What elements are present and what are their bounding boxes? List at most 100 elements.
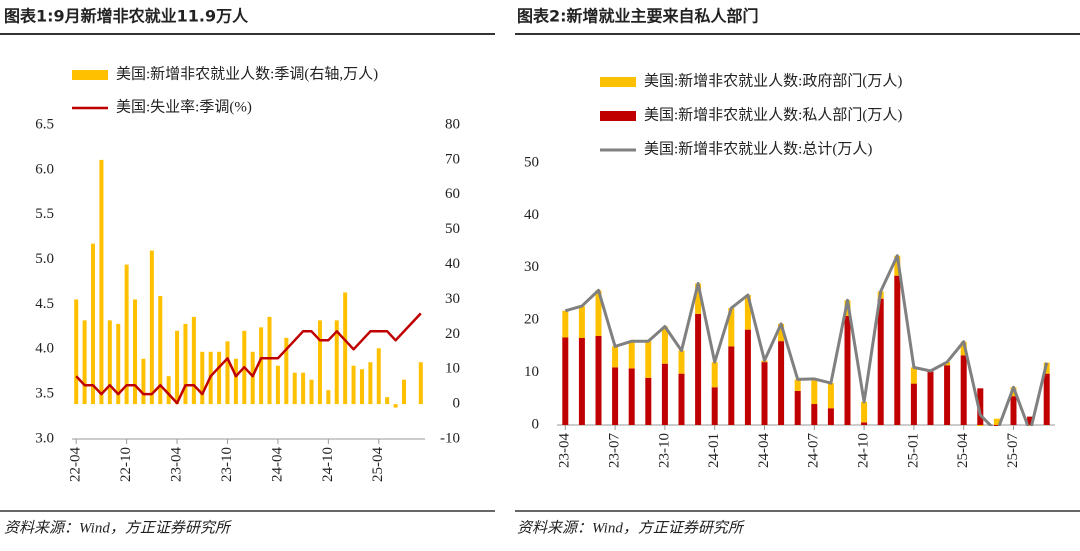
legend-label: 美国:失业率:季调(%) (116, 98, 252, 115)
x-tick-label: 24-04 (756, 433, 772, 468)
y-tick-label: 0 (532, 416, 540, 432)
bar (993, 425, 1000, 426)
x-tick-label: 24-04 (269, 447, 285, 482)
bar (977, 425, 984, 426)
x-tick-label: 25-07 (1005, 433, 1021, 468)
bar (711, 387, 718, 425)
bar (99, 159, 104, 405)
bar (250, 351, 255, 405)
bar (334, 320, 339, 405)
bar (678, 350, 685, 374)
y2-tick-label: 0 (453, 396, 461, 412)
bar (233, 358, 238, 405)
bar (612, 367, 619, 425)
bar (728, 346, 735, 425)
bar (578, 338, 585, 425)
bar (794, 390, 801, 425)
legend-swatch (600, 111, 636, 121)
bar (811, 404, 818, 425)
y-tick-label: 10 (524, 364, 539, 380)
x-tick-label: 23-04 (168, 447, 184, 482)
bar (284, 337, 289, 405)
bar (107, 320, 112, 405)
bar (309, 379, 314, 405)
x-tick-label: 25-04 (955, 433, 971, 468)
bar (894, 275, 901, 425)
bar (960, 341, 967, 356)
bar (317, 320, 322, 405)
y-tick-label: 4.0 (35, 341, 54, 357)
y2-tick-label: 40 (445, 256, 460, 272)
bar (861, 422, 868, 425)
x-tick-label: 24-10 (320, 447, 336, 482)
bar (225, 341, 230, 405)
bar (778, 323, 785, 342)
bar (695, 313, 702, 425)
y-tick-label: 5.0 (35, 251, 54, 267)
bar (133, 299, 138, 405)
bar (844, 316, 851, 425)
y-tick-label: 50 (524, 154, 539, 170)
bar (183, 323, 188, 405)
bar (1027, 416, 1034, 425)
bar (645, 341, 652, 378)
legend-label: 美国:新增非农就业人数:政府部门(万人) (644, 72, 902, 89)
chart-title: 图表1:9月新增非农就业11.9万人 (4, 7, 249, 26)
x-tick-label: 24-10 (856, 433, 872, 468)
bar (595, 335, 602, 425)
source-note: 资料来源：Wind，方正证券研究所 (4, 519, 232, 536)
bar (116, 323, 121, 405)
bar (877, 298, 884, 425)
bar (944, 365, 951, 425)
bar (1027, 425, 1034, 426)
y-tick-label: 20 (524, 312, 539, 328)
y-tick-label: 5.5 (35, 206, 54, 222)
bar (612, 346, 619, 368)
bar (343, 292, 348, 405)
y-tick-label: 40 (524, 207, 539, 223)
bar (711, 362, 718, 388)
y2-tick-label: 80 (445, 116, 460, 132)
bar (827, 408, 834, 425)
y-tick-label: 6.0 (35, 161, 54, 177)
bar (761, 362, 768, 425)
bar (927, 371, 934, 425)
bar (351, 365, 356, 405)
bar (827, 383, 834, 409)
bar (259, 327, 264, 405)
source-note: 资料来源：Wind，方正证券研究所 (517, 519, 745, 536)
x-tick-label: 25-01 (905, 433, 921, 468)
bar (359, 369, 364, 405)
bar (910, 367, 917, 384)
bar (124, 264, 129, 405)
bar (661, 363, 668, 425)
bar (811, 378, 818, 405)
bar (562, 337, 569, 425)
bar (645, 377, 652, 425)
bar (977, 388, 984, 425)
bar (326, 390, 331, 405)
bar (861, 401, 868, 423)
bar (74, 299, 79, 405)
line (564, 254, 1049, 426)
y-tick-label: 3.5 (35, 386, 54, 402)
bar (1043, 373, 1050, 425)
bar (794, 379, 801, 391)
bar (175, 330, 180, 405)
y2-tick-label: 20 (445, 326, 460, 342)
bar (595, 290, 602, 336)
bar (993, 418, 1000, 425)
x-tick-label: 23-07 (607, 433, 623, 468)
bar (1010, 387, 1017, 397)
line (75, 312, 422, 405)
bar (960, 355, 967, 425)
x-tick-label: 22-10 (118, 447, 134, 482)
bar (368, 362, 373, 405)
bar (91, 243, 96, 405)
legend-swatch (600, 77, 636, 87)
bar (678, 373, 685, 425)
bar (191, 316, 196, 405)
legend-label: 美国:新增非农就业人数:季调(右轴,万人) (116, 65, 378, 82)
bar (141, 358, 146, 405)
chart-title: 图表2:新增就业主要来自私人部门 (517, 7, 759, 26)
